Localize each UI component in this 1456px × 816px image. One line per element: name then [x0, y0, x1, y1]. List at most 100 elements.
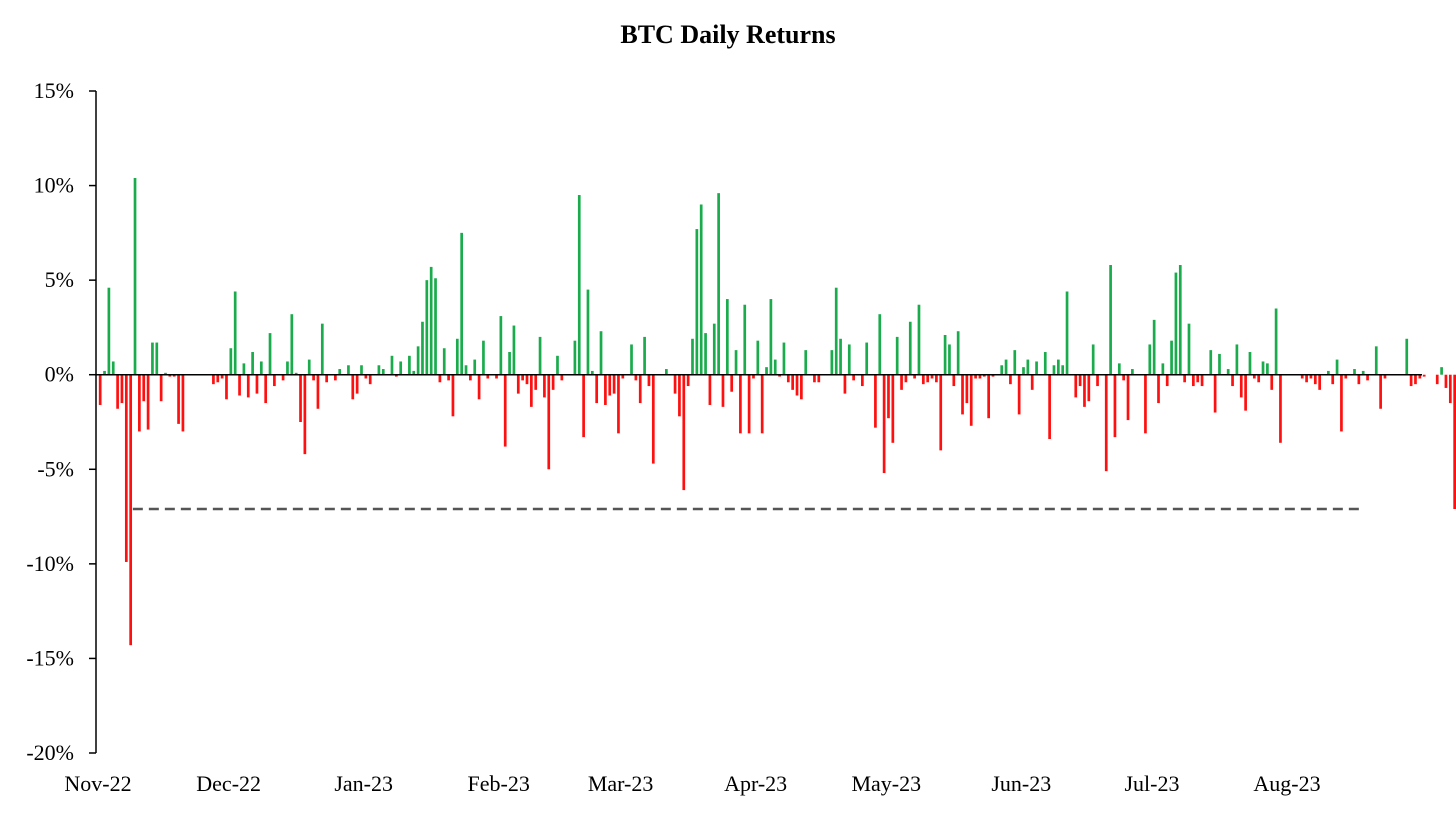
- bar: [1087, 374, 1091, 402]
- bar: [1344, 374, 1348, 379]
- y-tick-label: -20%: [26, 740, 74, 765]
- bar: [895, 336, 899, 375]
- bar: [721, 374, 725, 407]
- bar: [1122, 374, 1126, 381]
- bar: [129, 374, 133, 646]
- x-tick-label: Jun-23: [991, 771, 1051, 796]
- bar: [1052, 365, 1056, 375]
- bar: [813, 374, 816, 383]
- bar: [795, 374, 799, 396]
- bar: [1418, 374, 1422, 379]
- bar: [987, 374, 990, 419]
- bar: [590, 370, 594, 375]
- bar: [917, 304, 921, 375]
- bar: [146, 374, 150, 430]
- bar: [177, 374, 180, 424]
- bar: [1209, 350, 1213, 375]
- bar: [739, 374, 742, 434]
- bar: [1353, 369, 1356, 375]
- bar: [538, 336, 542, 375]
- bar: [133, 178, 137, 375]
- bar: [830, 350, 834, 375]
- bar: [303, 374, 307, 455]
- bar: [281, 374, 285, 381]
- bar: [791, 374, 795, 390]
- bar: [1435, 374, 1439, 385]
- bar: [251, 352, 254, 375]
- bar: [1374, 346, 1378, 375]
- bar: [394, 374, 398, 377]
- bar: [604, 374, 607, 405]
- bar: [1309, 374, 1313, 379]
- bar: [1083, 374, 1086, 407]
- y-tick-label: -15%: [26, 645, 74, 670]
- bar: [712, 323, 716, 375]
- bar: [678, 374, 681, 417]
- bar: [630, 344, 633, 375]
- bar: [861, 374, 864, 387]
- bar: [900, 374, 903, 390]
- bar: [874, 374, 877, 428]
- bar: [1383, 374, 1387, 379]
- bar: [1074, 374, 1078, 398]
- bar: [769, 299, 773, 375]
- bar: [765, 367, 768, 375]
- bar: [1061, 365, 1065, 375]
- bar: [665, 369, 668, 375]
- x-tick-label: Feb-23: [468, 771, 530, 796]
- bar: [839, 338, 842, 375]
- bar: [1096, 374, 1099, 387]
- bar: [1422, 374, 1426, 377]
- bar: [142, 374, 146, 402]
- bar: [1048, 374, 1051, 440]
- bar: [416, 346, 420, 375]
- bar: [612, 374, 616, 394]
- bar: [1004, 359, 1008, 375]
- bar: [516, 374, 520, 394]
- bar: [1157, 374, 1160, 404]
- bar: [573, 340, 577, 375]
- bar: [595, 374, 599, 404]
- bar: [124, 374, 128, 562]
- bar: [320, 323, 324, 375]
- bar: [786, 374, 790, 383]
- bar: [447, 374, 450, 381]
- bar: [225, 374, 228, 400]
- bar: [1300, 374, 1304, 379]
- bar: [904, 374, 908, 383]
- bar: [1279, 374, 1282, 443]
- bar: [421, 321, 424, 375]
- bar: [638, 374, 642, 404]
- bar: [1148, 344, 1152, 375]
- bar: [991, 374, 995, 377]
- bar: [111, 361, 115, 375]
- bar: [499, 316, 503, 375]
- bar: [1152, 319, 1156, 375]
- bar: [1414, 374, 1417, 385]
- bar: [800, 374, 803, 400]
- y-tick-label: -5%: [37, 456, 74, 481]
- bar: [460, 232, 464, 375]
- bar: [486, 374, 490, 379]
- bar: [673, 374, 677, 394]
- bar: [969, 374, 973, 426]
- x-tick-label: Dec-22: [196, 771, 261, 796]
- bar: [747, 374, 751, 434]
- bar: [582, 374, 585, 438]
- bar: [1235, 344, 1239, 375]
- bar: [1409, 374, 1413, 387]
- bar: [1448, 374, 1452, 404]
- bar: [312, 374, 315, 381]
- bar: [259, 361, 263, 375]
- bar: [1444, 374, 1448, 388]
- bar: [360, 365, 363, 375]
- bar: [521, 374, 524, 381]
- bar: [852, 374, 855, 381]
- bar: [1109, 265, 1112, 375]
- bar: [1340, 374, 1343, 432]
- bar: [238, 374, 241, 396]
- bar: [1405, 338, 1409, 375]
- bar: [1252, 374, 1256, 379]
- bar: [1305, 374, 1308, 383]
- bar: [1266, 363, 1269, 375]
